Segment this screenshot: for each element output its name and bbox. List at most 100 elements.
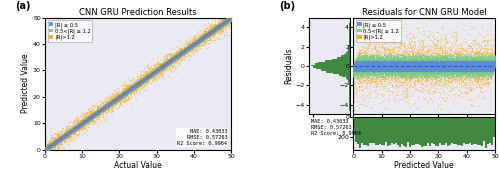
Point	[374, 62, 382, 65]
Point	[206, 32, 214, 35]
Point	[104, 103, 112, 106]
Point	[122, 90, 130, 93]
Point	[102, 102, 110, 104]
Point	[148, 69, 156, 72]
Point	[156, 66, 164, 69]
Point	[478, 58, 486, 61]
Point	[436, 65, 444, 67]
Point	[78, 122, 86, 125]
Point	[426, 61, 434, 64]
Point	[188, 44, 196, 47]
Point	[63, 134, 71, 137]
Point	[171, 55, 179, 58]
Point	[398, 63, 406, 66]
Point	[176, 53, 184, 55]
Point	[436, 65, 444, 67]
Point	[146, 71, 154, 74]
Point	[464, 59, 472, 62]
Point	[110, 99, 118, 102]
Point	[182, 49, 190, 52]
Point	[42, 145, 50, 147]
Point	[206, 32, 214, 35]
Point	[376, 61, 384, 63]
Point	[378, 56, 386, 59]
Point	[166, 60, 174, 62]
Point	[226, 20, 234, 23]
Point	[181, 50, 189, 53]
Point	[423, 68, 431, 71]
Point	[414, 63, 422, 66]
Point	[118, 91, 126, 94]
Point	[428, 77, 436, 80]
Point	[206, 35, 214, 37]
Point	[170, 56, 178, 59]
Point	[434, 55, 442, 58]
Point	[198, 36, 206, 39]
Point	[173, 51, 181, 54]
Point	[160, 62, 168, 65]
Point	[64, 131, 72, 134]
Point	[441, 64, 449, 67]
Point	[488, 61, 496, 64]
Point	[377, 61, 385, 63]
Point	[472, 52, 480, 55]
Point	[208, 27, 216, 30]
Point	[444, 56, 452, 59]
Point	[474, 71, 482, 74]
Point	[170, 58, 177, 61]
Point	[432, 46, 440, 49]
Point	[382, 66, 390, 68]
Point	[416, 64, 424, 67]
Point	[160, 62, 168, 65]
Point	[102, 105, 110, 108]
Point	[472, 69, 480, 71]
Point	[448, 62, 456, 65]
Point	[154, 69, 162, 72]
Point	[214, 28, 222, 30]
Point	[165, 60, 173, 63]
Point	[166, 61, 173, 63]
Point	[107, 102, 115, 105]
Point	[166, 61, 173, 63]
Point	[359, 69, 367, 72]
Point	[392, 56, 400, 59]
Point	[202, 36, 210, 39]
Point	[485, 58, 493, 61]
Point	[129, 83, 137, 86]
Point	[375, 66, 383, 69]
Point	[477, 65, 485, 68]
Point	[440, 60, 448, 63]
Point	[460, 69, 468, 72]
Point	[462, 68, 470, 71]
Point	[74, 117, 82, 120]
Point	[192, 43, 200, 46]
Point	[190, 43, 198, 45]
Point	[176, 53, 184, 56]
Point	[98, 108, 106, 111]
Point	[45, 144, 53, 147]
Point	[80, 119, 88, 122]
Point	[434, 65, 442, 68]
Point	[398, 62, 406, 65]
Point	[390, 40, 398, 43]
Point	[121, 92, 129, 95]
Point	[144, 76, 152, 79]
Point	[421, 65, 429, 68]
Point	[194, 41, 202, 44]
Point	[403, 91, 411, 94]
Point	[453, 64, 461, 67]
Point	[66, 132, 74, 135]
Point	[72, 126, 80, 129]
Point	[72, 124, 80, 126]
Point	[483, 68, 491, 70]
Point	[42, 148, 50, 151]
Point	[211, 28, 219, 31]
Bar	[348, 41, 350, 43]
Point	[368, 69, 376, 72]
Point	[404, 59, 412, 62]
Point	[478, 74, 486, 77]
Point	[440, 62, 448, 64]
Point	[126, 87, 134, 90]
Point	[160, 69, 168, 72]
Point	[481, 57, 489, 60]
